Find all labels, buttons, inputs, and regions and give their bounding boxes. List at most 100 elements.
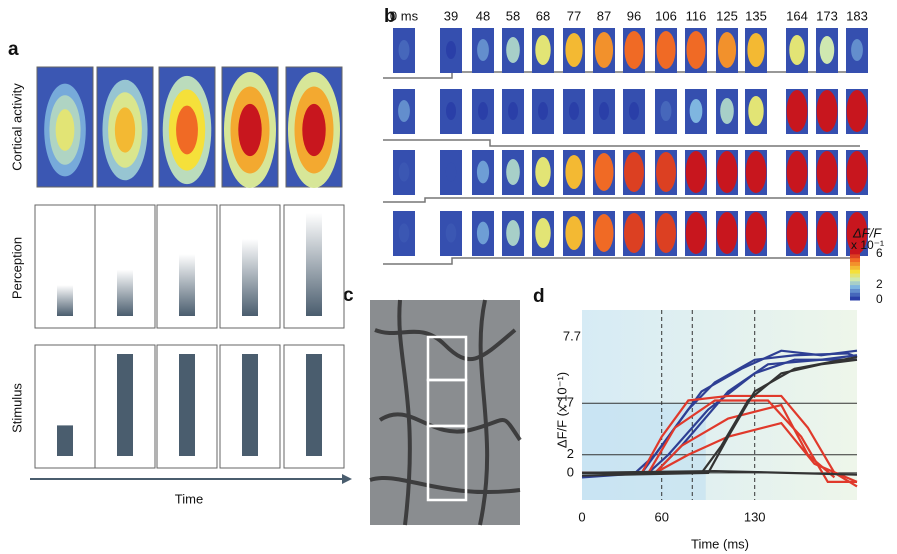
colorbar <box>850 288 860 292</box>
time-label: 58 <box>506 8 520 23</box>
time-label: 48 <box>476 8 490 23</box>
activity <box>656 213 676 253</box>
activity <box>624 213 644 253</box>
colorbar <box>850 285 860 289</box>
activity <box>656 152 676 192</box>
activity <box>508 102 518 120</box>
activity <box>506 220 520 246</box>
activity <box>624 152 644 192</box>
row-label: Stimulus <box>9 383 24 433</box>
activity <box>302 104 325 156</box>
time-label: 68 <box>536 8 550 23</box>
activity <box>718 32 736 68</box>
perception-bar <box>179 254 195 316</box>
activity <box>820 36 835 64</box>
activity <box>595 153 614 191</box>
activity <box>535 35 550 65</box>
activity <box>625 31 644 69</box>
activity <box>535 218 550 248</box>
arrow-head <box>342 474 352 484</box>
activity <box>446 41 456 59</box>
activity <box>851 39 863 61</box>
stimulus-bar <box>242 354 258 456</box>
time-label: 77 <box>567 8 581 23</box>
panel-label: c <box>343 285 354 306</box>
activity <box>506 159 520 185</box>
colorbar <box>850 265 860 269</box>
y-tick-label: 7.7 <box>563 328 581 343</box>
plot-band <box>582 403 706 500</box>
activity <box>478 102 488 120</box>
colorbar <box>850 292 860 296</box>
colorbar <box>850 277 860 281</box>
activity <box>569 102 579 120</box>
activity <box>847 151 868 193</box>
activity <box>817 90 838 132</box>
activity <box>817 212 838 254</box>
activity <box>595 32 613 68</box>
activity <box>747 33 764 67</box>
time-label: 39 <box>444 8 458 23</box>
activity <box>477 161 489 184</box>
activity <box>399 40 410 60</box>
perception-bar <box>242 239 258 316</box>
x-label: Time <box>175 491 203 506</box>
activity <box>787 151 808 193</box>
activity <box>565 216 582 250</box>
activity <box>595 214 614 252</box>
activity <box>720 98 734 124</box>
time-label: 183 <box>846 8 868 23</box>
activity <box>748 96 763 126</box>
activity <box>506 37 520 63</box>
activity <box>746 151 767 193</box>
time-label: 96 <box>627 8 641 23</box>
activity <box>446 102 456 120</box>
activity <box>565 155 582 189</box>
colorbar-tick: 2 <box>876 277 883 291</box>
perception-bar <box>57 285 73 316</box>
x-tick-label: 60 <box>654 509 668 524</box>
y-tick-label: 0 <box>567 464 574 479</box>
time-label: 106 <box>655 8 677 23</box>
activity <box>657 31 676 69</box>
activity <box>565 33 582 67</box>
time-label: 125 <box>716 8 738 23</box>
x-tick-label: 130 <box>744 509 766 524</box>
activity <box>787 90 808 132</box>
time-label: 0 ms <box>390 8 419 23</box>
activity <box>817 151 838 193</box>
activity <box>399 223 410 242</box>
colorbar <box>850 273 860 277</box>
activity <box>535 157 550 187</box>
activity <box>690 99 703 123</box>
activity <box>789 35 804 65</box>
colorbar <box>850 262 860 266</box>
stimulus-bar <box>306 354 322 456</box>
colorbar <box>850 254 860 258</box>
activity <box>847 90 868 132</box>
activity <box>787 212 808 254</box>
activity <box>446 163 456 182</box>
panel-label: a <box>8 39 19 60</box>
figure: a b c d Time Cortical activityPerception… <box>0 0 897 554</box>
activity <box>686 151 707 193</box>
colorbar <box>850 296 860 300</box>
activity <box>238 104 261 156</box>
activity <box>717 151 738 193</box>
row-label: Cortical activity <box>9 83 24 171</box>
activity <box>176 106 198 155</box>
activity <box>717 212 738 254</box>
panel-label: d <box>533 286 545 307</box>
colorbar <box>850 281 860 285</box>
colorbar <box>850 269 860 273</box>
time-label: 164 <box>786 8 808 23</box>
activity <box>746 212 767 254</box>
activity <box>446 223 457 242</box>
activity <box>629 102 639 120</box>
x-tick-label: 0 <box>578 509 585 524</box>
perception-bar <box>306 213 322 316</box>
colorbar-tick: 6 <box>876 246 883 260</box>
activity <box>686 212 707 254</box>
activity <box>477 222 489 245</box>
perception-bar <box>117 270 133 316</box>
